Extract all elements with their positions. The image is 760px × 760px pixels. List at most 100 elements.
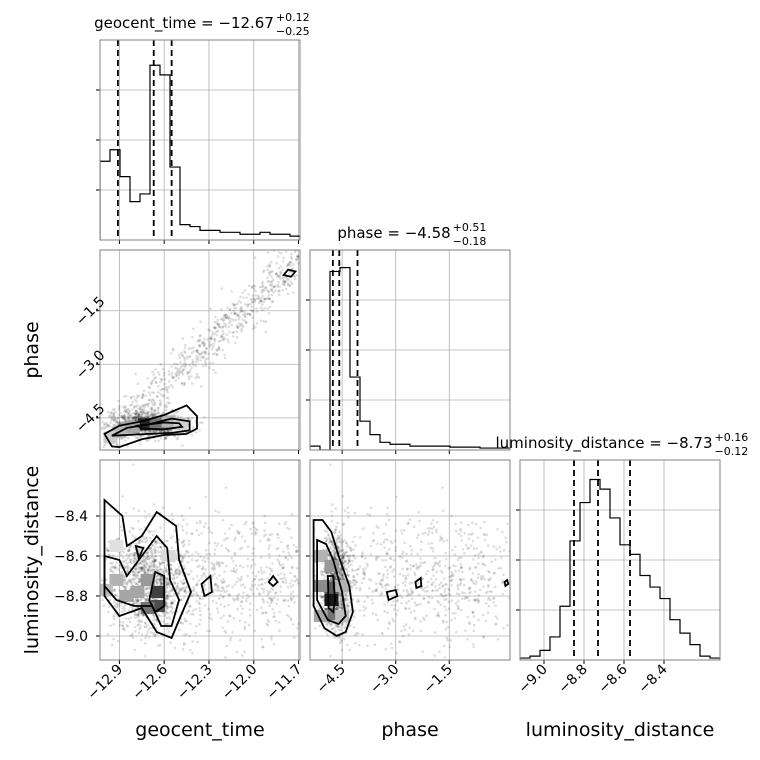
sample-point xyxy=(266,265,269,268)
sample-point xyxy=(244,520,248,524)
sample-point xyxy=(254,574,258,578)
sample-point xyxy=(162,571,166,574)
sample-point xyxy=(358,588,362,592)
sample-point xyxy=(224,656,227,659)
sample-point xyxy=(128,560,131,563)
sample-point xyxy=(134,418,138,422)
sample-point xyxy=(123,405,127,409)
sample-point xyxy=(148,556,152,560)
sample-point xyxy=(137,580,141,584)
sample-point xyxy=(264,610,268,614)
sample-point xyxy=(137,413,141,417)
sample-point xyxy=(212,566,215,569)
sample-point xyxy=(446,638,450,642)
sample-point xyxy=(368,578,371,581)
sample-point xyxy=(221,596,225,599)
sample-point xyxy=(339,534,342,537)
sample-point xyxy=(456,588,460,591)
sample-point xyxy=(199,519,202,523)
sample-point xyxy=(292,596,295,599)
sample-point xyxy=(183,589,187,592)
sample-point xyxy=(142,565,145,568)
sample-point xyxy=(279,564,282,567)
sample-point xyxy=(143,559,147,563)
sample-point xyxy=(289,280,293,283)
sample-point xyxy=(188,506,191,510)
sample-point xyxy=(477,573,480,576)
sample-point xyxy=(177,367,181,371)
sample-point xyxy=(201,567,205,571)
sample-point xyxy=(291,236,294,239)
sample-point xyxy=(125,408,129,412)
sample-point xyxy=(353,609,357,612)
sample-point xyxy=(117,603,120,607)
sample-point xyxy=(165,576,168,580)
sample-point xyxy=(348,558,351,562)
sample-point xyxy=(252,284,255,288)
sample-point xyxy=(325,576,328,579)
sample-point xyxy=(245,597,248,601)
sample-point xyxy=(209,613,212,616)
sample-point xyxy=(212,564,216,568)
sample-point xyxy=(116,537,120,541)
sample-point xyxy=(148,531,151,534)
sample-point xyxy=(125,583,129,587)
sample-point xyxy=(183,553,187,557)
sample-point xyxy=(134,552,137,555)
sample-point xyxy=(151,411,154,414)
sample-point xyxy=(443,598,447,601)
sample-point xyxy=(267,294,270,297)
contour-3 xyxy=(281,268,298,278)
sample-point xyxy=(245,321,248,324)
sample-point xyxy=(392,575,396,578)
sample-point xyxy=(279,572,283,575)
sample-point xyxy=(289,585,293,588)
sample-point xyxy=(156,411,160,415)
sample-point xyxy=(448,645,452,649)
sample-point xyxy=(200,342,204,345)
sample-point xyxy=(174,374,178,378)
sample-point xyxy=(488,590,492,593)
title-minus-phase: −0.18 xyxy=(453,235,487,248)
sample-point xyxy=(123,586,126,589)
sample-point xyxy=(281,282,285,286)
sample-point xyxy=(258,593,262,596)
sample-point xyxy=(426,569,430,573)
sample-point xyxy=(127,554,131,557)
sample-point xyxy=(262,319,266,323)
sample-point xyxy=(148,398,152,402)
sample-point xyxy=(185,523,189,526)
sample-point xyxy=(186,370,190,374)
sample-point xyxy=(247,284,251,288)
sample-point xyxy=(126,565,130,568)
sample-point xyxy=(258,592,261,595)
sample-point xyxy=(296,549,299,552)
sample-point xyxy=(167,616,170,619)
sample-point xyxy=(261,582,264,586)
sample-point xyxy=(260,572,264,575)
sample-point xyxy=(280,540,283,544)
sample-point xyxy=(492,597,496,600)
sample-point xyxy=(334,605,338,609)
sample-point xyxy=(150,559,154,563)
sample-point xyxy=(109,567,112,570)
sample-point xyxy=(147,385,151,389)
sample-point xyxy=(270,587,273,591)
sample-point xyxy=(139,638,143,642)
sample-point xyxy=(241,535,244,538)
sample-point xyxy=(398,640,402,644)
sample-point xyxy=(337,536,341,540)
sample-point xyxy=(156,582,159,585)
sample-point xyxy=(260,289,264,292)
sample-point xyxy=(182,356,186,360)
sample-point xyxy=(115,603,118,606)
contour-2 xyxy=(148,570,166,614)
sample-point xyxy=(237,318,241,321)
sample-point xyxy=(112,423,116,427)
sample-point xyxy=(157,541,161,545)
sample-point xyxy=(141,396,144,399)
sample-point xyxy=(135,416,139,419)
sample-point xyxy=(116,605,119,608)
sample-point xyxy=(150,382,154,385)
sample-point xyxy=(131,632,134,635)
